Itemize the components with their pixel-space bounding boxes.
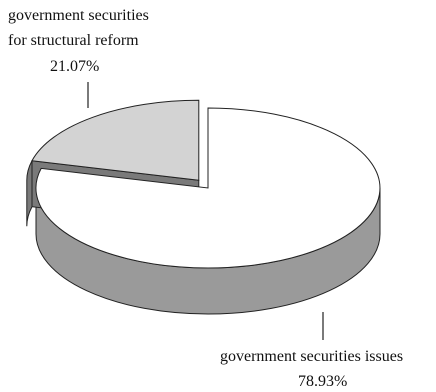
slice-structural-reform: [31, 99, 200, 181]
label-securities-issues: government securities issues: [220, 348, 403, 365]
label-structural-reform-line2: for structural reform: [8, 32, 139, 49]
label-structural-reform-line1: government securities: [8, 7, 149, 24]
slice-government-securities-issues: [35, 107, 381, 269]
slice-side-structural-reform: [26, 160, 33, 227]
label-structural-reform-pct: 21.07%: [50, 58, 99, 75]
label-securities-issues-pct: 78.93%: [298, 373, 347, 390]
